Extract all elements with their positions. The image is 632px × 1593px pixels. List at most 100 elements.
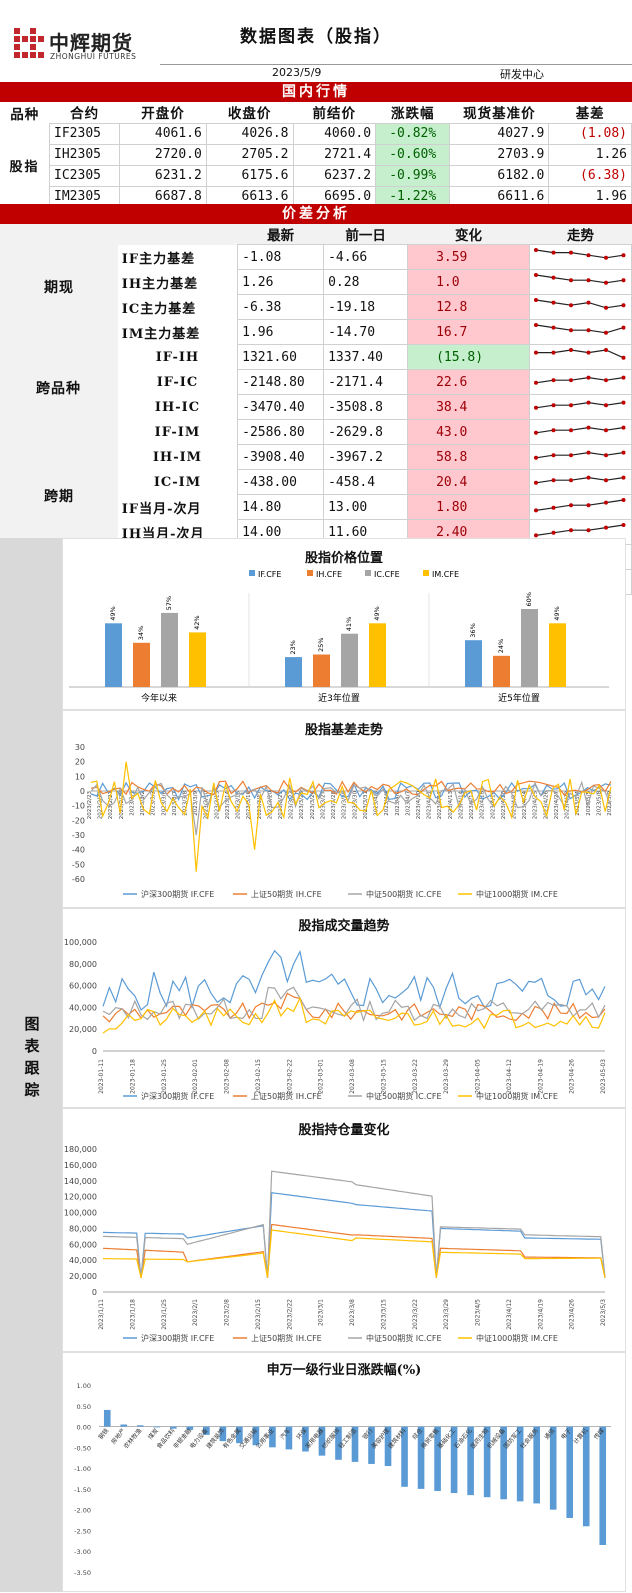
industry-bar [549,1426,557,1510]
x-tick-label: 2023-04-19 [537,1059,544,1094]
oi-chart: 180,000 160,000 140,000 120,000 100,000 80,00… [64,1145,607,1343]
spread-prev: -4.66 [323,244,409,271]
market-row: IC2305 6231.2 6175.6 6237.2 -0.99% 6182.0 (6.3… [0,164,632,187]
legend-label: 沪深300期货 IF.CFE [141,1333,214,1343]
x-tick-label: 2023-02-15 [255,1059,262,1094]
sidebar-char: 跟 [24,1059,40,1077]
spread-latest: -3470.40 [237,394,325,421]
sparkline-line [535,477,624,484]
sparkline-point [551,325,556,330]
legend-label: 中证1000期货 IM.CFE [476,1091,558,1101]
logo-square [22,52,28,58]
industry-bar [120,1424,128,1427]
sparkline-line [535,274,624,284]
sparkline-point [533,508,538,513]
col-header: 合约 [70,106,100,123]
col-header: 涨跌幅 [390,106,435,123]
series-line [102,1170,606,1278]
sparkline-point [551,478,556,483]
y-tick-label: -3.50 [74,1569,91,1577]
bar-label: 42% [193,615,201,629]
market-cell-spot: 4027.9 [449,122,550,145]
market-cell-contract: IM2305 [49,185,121,208]
sparkline [533,375,626,385]
sidebar-char: 图 [24,1015,40,1033]
sparkline-point [568,328,573,333]
sparkline-point [533,480,538,485]
y-tick-label: 160,000 [64,1161,97,1170]
x-tick-label: 2023/3/10 [204,791,210,820]
sparkline-point [551,250,556,255]
sparkline-point [603,478,608,483]
logo-square [30,28,36,34]
x-tick-label: 2023/4/21 [511,791,517,819]
x-tick-label: 2023/2/8 [224,1299,231,1326]
sparkline-point [621,278,626,283]
sparkline-point [568,528,573,533]
sparkline-point [533,430,538,435]
x-tick-label: 2023/2/28 [119,791,125,820]
position-bar [105,623,122,687]
sparkline-point [603,280,608,285]
x-tick-label: 2023/1/25 [161,1299,168,1330]
x-tick-label: 2023-05-03 [600,1059,607,1094]
position-chart-title: 股指价格位置 [304,551,383,566]
market-cell-spot: 6182.0 [449,164,550,187]
spread-change: 1.0 [407,269,530,296]
industry-bar [483,1426,491,1498]
spread-header-row: 最新 前一日 变化 走势 [0,224,632,245]
x-tick-label: 2023/3/21 [278,791,284,819]
x-tick-label: 2023/3/2 [140,791,146,816]
series-line [102,1192,606,1278]
position-bar [133,642,150,687]
group-label-calendar: 跨期 [44,489,74,505]
sparkline-point [568,478,573,483]
company-logo: 中辉期货 ZHONGHUI FUTURES [14,28,164,62]
spread-change: 43.0 [407,419,530,446]
sparkline-point [533,323,538,328]
x-tick-label: 2023/3/9 [193,791,199,816]
x-tick-label: 2023/3/15 [236,791,242,820]
bar-label: 49% [109,606,117,620]
sparkline-point [586,375,591,380]
logo-text-en: ZHONGHUI FUTURES [50,52,137,61]
market-cell-basis: (1.08) [548,122,632,145]
y-tick-label: 1.00 [77,1382,91,1390]
market-table: 品种 合约 开盘价 收盘价 前结价 涨跌幅 现货基准价 基差 股指 IF2305 4… [0,102,632,208]
sparkline-line [535,324,624,334]
x-tick-label: 2023/3/1 [318,1299,325,1326]
page-title: 数据图表（股指） [240,27,392,47]
col-header: 开盘价 [141,106,185,123]
y-tick-label: -50 [72,860,85,869]
spread-row: IH-IC -3470.40 -3508.8 38.4 [0,394,632,421]
sparkline-point [533,248,538,253]
sparkline-point [603,403,608,408]
x-tick-label: 2023/3/23 [299,791,305,820]
spread-latest: 1.96 [237,319,325,346]
x-tick-label: 2023/4/26 [543,791,549,820]
y-tick-label: 20 [75,758,85,767]
industry-bar [516,1426,524,1502]
sparkline-point [568,303,573,308]
market-cell-basis: (6.38) [548,164,632,187]
legend-label: 上证50期货 IH.CFE [251,889,322,899]
spread-row: IF-IH 1321.60 1337.40 (15.8) [0,344,632,371]
x-tick-label: 2023/5/3 [600,1299,607,1326]
spread-name: IF主力基差 [117,244,238,270]
sparkline-line [535,499,624,512]
x-tick-label: 2023/3/6 [161,791,167,816]
y-tick-label: 60,000 [69,1240,97,1249]
spread-name: IF-IH [117,344,238,370]
market-row: 股指 IF2305 4061.6 4026.8 4060.0 -0.82% 4027.9 (1… [0,122,632,175]
sparkline-point [551,530,556,535]
x-tick-label: 2023/4/25 [533,791,539,820]
y-tick-label: 10 [75,772,85,781]
sparkline-point [586,400,591,405]
spread-change: (15.8) [407,344,530,371]
sparkline-point [568,503,573,508]
sparkline-point [586,425,591,430]
x-tick-label: 2023/4/3 [374,791,380,816]
x-tick-label: 2023/3/29 [342,791,348,820]
sparkline-point [568,378,573,383]
legend-label: 中证500期货 IC.CFE [366,889,442,899]
